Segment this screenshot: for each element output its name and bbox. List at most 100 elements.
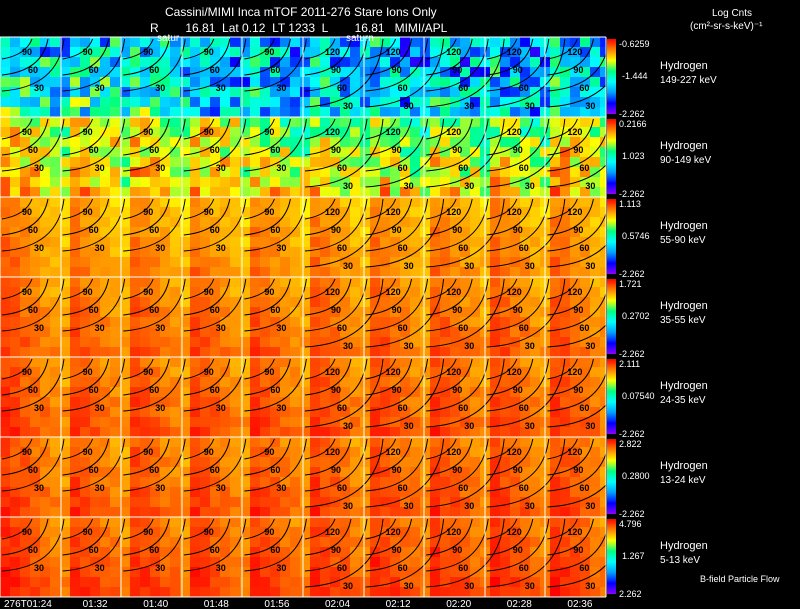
heatmap-cell: [170, 457, 180, 467]
heatmap-cell: [600, 427, 606, 437]
heatmap-cell: [60, 527, 70, 537]
heatmap-cell: [70, 127, 80, 137]
heatmap-cell: [560, 297, 570, 307]
heatmap-cell: [420, 107, 430, 117]
heatmap-cell: [380, 517, 390, 527]
heatmap-cell: [410, 497, 420, 507]
heatmap-cell: [350, 157, 360, 167]
contour-line: [183, 438, 215, 460]
heatmap-cell: [470, 297, 480, 307]
heatmap-cell: [40, 507, 50, 517]
heatmap-cell: [320, 67, 330, 77]
contour-label: 90: [22, 527, 32, 537]
heatmap-cell: [30, 167, 40, 177]
heatmap-cell: [290, 37, 300, 47]
heatmap-cell: [90, 587, 100, 597]
heatmap-cell: [200, 317, 210, 327]
heatmap-cell: [90, 97, 100, 107]
heatmap-cell: [270, 247, 280, 257]
contour-label: 30: [216, 403, 226, 413]
heatmap-cell: [400, 47, 410, 57]
heatmap-cell: [280, 377, 290, 387]
heatmap-cell: [50, 457, 60, 467]
heatmap-cell: [40, 227, 50, 237]
heatmap-cell: [230, 407, 240, 417]
heatmap-cell: [10, 357, 20, 367]
heatmap-cell: [330, 157, 340, 167]
heatmap-cell: [20, 87, 30, 97]
heatmap-cell: [270, 497, 280, 507]
heatmap-cell: [170, 107, 180, 117]
heatmap-cell: [360, 187, 370, 197]
heatmap-cell: [250, 257, 260, 267]
contour-label: 90: [331, 465, 341, 475]
heatmap-cell: [170, 217, 180, 227]
heatmap-row: [0, 517, 606, 597]
heatmap-cell: [360, 87, 370, 97]
heatmap-cell: [200, 197, 210, 207]
heatmap-cell: [240, 567, 250, 577]
heatmap-cell: [430, 307, 440, 317]
heatmap-cell: [130, 177, 140, 187]
heatmap-cell: [110, 587, 120, 597]
heatmap-cell: [350, 577, 360, 587]
heatmap-cell: [280, 477, 290, 487]
contour-label: 90: [392, 145, 402, 155]
heatmap-cell: [350, 287, 360, 297]
heatmap-cell: [60, 397, 70, 407]
heatmap-cell: [110, 377, 120, 387]
heatmap-cell: [400, 247, 410, 257]
heatmap-cell: [190, 217, 200, 227]
heatmap-cell: [130, 197, 140, 207]
heatmap-cell: [230, 247, 240, 257]
heatmap-cell: [80, 97, 90, 107]
contour-label: 90: [452, 65, 462, 75]
heatmap-cell: [0, 137, 10, 147]
heatmap-cell: [590, 287, 600, 297]
heatmap-cell: [510, 347, 520, 357]
heatmap-cell: [390, 207, 400, 217]
heatmap-cell: [150, 67, 160, 77]
heatmap-cell: [230, 377, 240, 387]
heatmap-cell: [360, 97, 370, 107]
heatmap-cell: [50, 37, 60, 47]
contour-label: 30: [276, 403, 286, 413]
header-title: Cassini/MIMI Inca mTOF 2011-276 Stare Io…: [165, 5, 437, 19]
contour-label: 30: [95, 483, 105, 493]
heatmap-cell: [440, 107, 450, 117]
contour-label: 60: [89, 385, 99, 395]
heatmap-cell: [160, 187, 170, 197]
heatmap-cell: [370, 437, 380, 447]
contour-line: [547, 198, 594, 236]
heatmap-cell: [100, 457, 110, 467]
heatmap-cell: [570, 337, 580, 347]
heatmap-cell: [410, 477, 420, 487]
contour-label: 90: [204, 207, 214, 217]
contour-line: [62, 38, 94, 60]
heatmap-cell: [510, 187, 520, 197]
heatmap-cell: [270, 347, 280, 357]
heatmap-cell: [570, 217, 580, 227]
heatmap-cell: [30, 287, 40, 297]
footer-note: B-field Particle Flow: [700, 574, 780, 584]
heatmap-cell: [260, 157, 270, 167]
heatmap-cell: [40, 487, 50, 497]
heatmap-cell: [30, 537, 40, 547]
contour-line: [1, 198, 33, 220]
contour-label: 60: [398, 323, 408, 333]
heatmap-cell: [100, 577, 110, 587]
heatmap-cell: [0, 117, 10, 127]
contour-label: 90: [83, 367, 93, 377]
heatmap-cell: [90, 357, 100, 367]
heatmap-cell: [40, 237, 50, 247]
heatmap-cell: [360, 277, 370, 287]
contour-line: [365, 278, 445, 348]
heatmap-cell: [190, 137, 200, 147]
heatmap-cell: [600, 507, 606, 517]
heatmap-cell: [110, 267, 120, 277]
heatmap-cell: [430, 357, 440, 367]
heatmap-cell: [250, 177, 260, 187]
heatmap-cell: [580, 407, 590, 417]
heatmap-cell: [70, 247, 80, 257]
heatmap-cell: [300, 417, 310, 427]
